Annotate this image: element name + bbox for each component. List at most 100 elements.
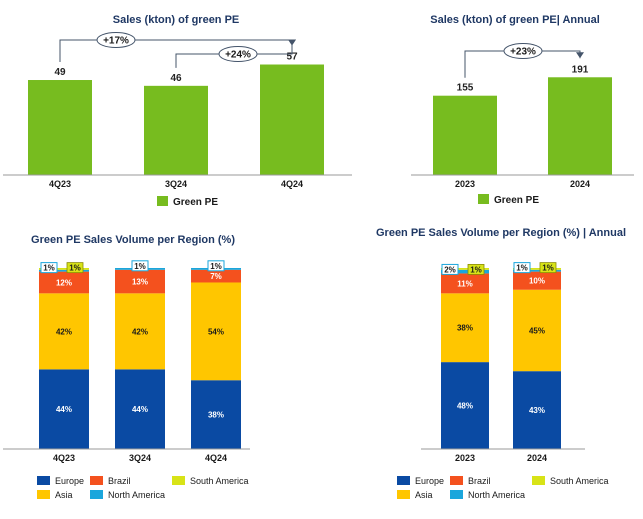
- segment-north_america-4q23: [39, 269, 89, 272]
- data-label-south-america-2024: 1%: [542, 264, 554, 273]
- x-tick-2023: 2023: [455, 179, 475, 189]
- bar-4q24: [260, 64, 324, 175]
- legend-swatch-brazil: [90, 476, 103, 485]
- bar-2023: [433, 95, 497, 175]
- segment-north_america-2023: [441, 269, 489, 274]
- data-label-asia-3q24: 42%: [132, 327, 148, 336]
- data-label-europe-3q24: 44%: [132, 405, 148, 414]
- x-tick-3q24: 3Q24: [129, 453, 151, 463]
- legend-label-green-pe: Green PE: [494, 195, 539, 206]
- data-label-asia-2023: 38%: [457, 324, 473, 333]
- data-label-brazil-2023: 11%: [457, 279, 473, 288]
- legend-swatch-south-america: [532, 476, 545, 485]
- legend-label-asia: Asia: [415, 490, 433, 500]
- x-tick-4q23: 4Q23: [49, 179, 71, 189]
- legend-label-europe: Europe: [415, 476, 444, 486]
- segment-north_america-2024: [513, 269, 561, 272]
- badge-south-america-2023: [467, 264, 485, 275]
- growth-label-1: +17%: [103, 36, 129, 47]
- chart-title: Sales (kton) of green PE: [113, 14, 240, 26]
- data-label-brazil-4q24: 7%: [210, 272, 222, 281]
- segment-europe-2023: [441, 362, 489, 449]
- legend-swatch-europe: [37, 476, 50, 485]
- bar-2024: [548, 77, 612, 175]
- data-label-brazil-2024: 10%: [529, 277, 545, 286]
- legend-label-south-america: South America: [550, 476, 609, 486]
- segment-europe-4q23: [39, 369, 89, 449]
- data-label-north-america-3q24: 1%: [134, 262, 146, 271]
- legend-label-europe: Europe: [55, 476, 84, 486]
- segment-brazil-2024: [513, 271, 561, 290]
- annual-sales-chart: Sales (kton) of green PE| Annual 155 2023 1…: [411, 14, 634, 206]
- segment-brazil-4q23: [39, 271, 89, 294]
- data-label-brazil-3q24: 13%: [132, 278, 148, 287]
- segment-south_america-2023: [441, 268, 489, 270]
- data-label-north-america-2024: 1%: [516, 264, 528, 273]
- arrow-down-icon: [288, 39, 296, 46]
- legend-swatch-north-america: [450, 490, 463, 499]
- legend-swatch-brazil: [450, 476, 463, 485]
- data-label-asia-4q24: 54%: [208, 327, 224, 336]
- chart-title: Green PE Sales Volume per Region (%): [31, 234, 235, 246]
- data-label-south-america-2023: 1%: [470, 265, 482, 274]
- segment-brazil-3q24: [115, 269, 165, 294]
- legend-swatch-north-america: [90, 490, 103, 499]
- legend-swatch-green-pe: [478, 194, 489, 204]
- segment-asia-2024: [513, 289, 561, 372]
- segment-south_america-2024: [513, 268, 561, 270]
- data-label-south-america-4q23: 1%: [69, 264, 81, 273]
- data-label-europe-4q23: 44%: [56, 405, 72, 414]
- legend-swatch-green-pe: [157, 196, 168, 206]
- segment-brazil-2023: [441, 273, 489, 294]
- legend-label-asia: Asia: [55, 490, 73, 500]
- quarterly-sales-chart: Sales (kton) of green PE 49 4Q23 46 3Q24 57 4Q…: [3, 14, 352, 208]
- growth-pill-1: [503, 43, 543, 59]
- segment-south_america-4q23: [39, 268, 89, 270]
- x-tick-2024: 2024: [527, 453, 547, 463]
- segment-brazil-4q24: [191, 269, 241, 283]
- bar-4q23: [28, 80, 92, 175]
- growth-label-1: +23%: [510, 47, 536, 58]
- badge-north-america-2023: [441, 263, 459, 275]
- data-label-brazil-4q23: 12%: [56, 278, 72, 287]
- x-tick-2024: 2024: [570, 179, 590, 189]
- segment-asia-4q23: [39, 293, 89, 370]
- legend-label-north-america: North America: [468, 490, 525, 500]
- x-tick-4q24: 4Q24: [205, 453, 227, 463]
- growth-label-2: +24%: [225, 50, 251, 61]
- annual-region-chart: Green PE Sales Volume per Region (%) | A…: [376, 227, 626, 500]
- data-label-north-america-4q24: 1%: [210, 262, 222, 271]
- legend-label-brazil: Brazil: [108, 476, 131, 486]
- x-tick-2023: 2023: [455, 453, 475, 463]
- legend-label-green-pe: Green PE: [173, 197, 218, 208]
- data-label-north-america-4q23: 1%: [43, 264, 55, 273]
- value-label-3q24: 46: [170, 73, 182, 84]
- legend-swatch-asia: [37, 490, 50, 499]
- value-label-4q23: 49: [54, 67, 66, 78]
- badge-south-america-2024: [539, 262, 557, 274]
- growth-pill-2: [218, 46, 258, 62]
- chart-title: Sales (kton) of green PE| Annual: [430, 14, 600, 26]
- segment-europe-2024: [513, 371, 561, 449]
- chart-title: Green PE Sales Volume per Region (%) | A…: [376, 227, 626, 239]
- legend-swatch-europe: [397, 476, 410, 485]
- segment-europe-4q24: [191, 380, 241, 449]
- legend-swatch-asia: [397, 490, 410, 499]
- bar-3q24: [144, 85, 208, 175]
- badge-north-america-3q24: [131, 260, 149, 272]
- data-label-europe-2023: 48%: [457, 402, 473, 411]
- quarterly-region-chart: Green PE Sales Volume per Region (%) 44% 4…: [3, 234, 250, 500]
- segment-asia-4q24: [191, 282, 241, 381]
- data-label-asia-4q23: 42%: [56, 327, 72, 336]
- segment-asia-2023: [441, 293, 489, 363]
- x-tick-4q24: 4Q24: [281, 179, 303, 189]
- data-label-asia-2024: 45%: [529, 326, 545, 335]
- x-tick-4q23: 4Q23: [53, 453, 75, 463]
- badge-north-america-2024: [513, 262, 531, 274]
- value-label-2023: 155: [457, 83, 474, 94]
- badge-north-america-4q23: [40, 262, 58, 274]
- data-label-north-america-2023: 2%: [444, 265, 456, 274]
- badge-south-america-4q23: [66, 262, 84, 274]
- segment-asia-3q24: [115, 293, 165, 370]
